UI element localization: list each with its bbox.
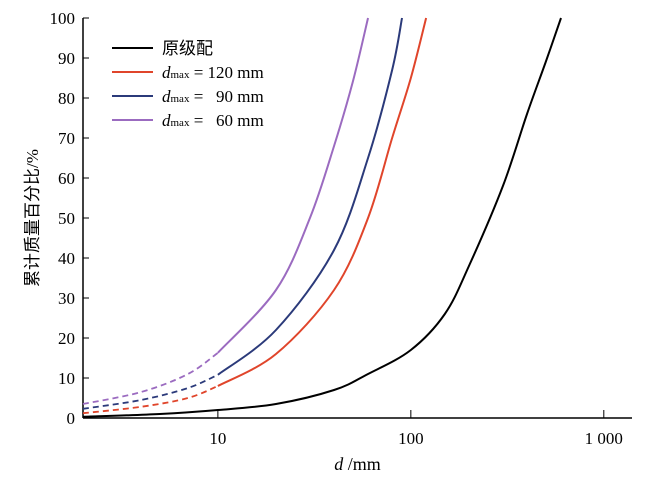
series-line [82, 17, 562, 418]
y-tick-label: 50 [58, 209, 75, 228]
legend-label: dmax = 60 mm [162, 111, 264, 130]
y-tick-label: 80 [58, 89, 75, 108]
y-tick-label: 10 [58, 369, 75, 388]
y-tick-label: 70 [58, 129, 75, 148]
y-tick-label: 90 [58, 49, 75, 68]
y-tick-label: 40 [58, 249, 75, 268]
x-tick-label: 10 [209, 429, 226, 448]
y-tick-label: 0 [67, 409, 76, 428]
x-axis-label: d /mm [334, 454, 381, 474]
series-line [217, 17, 403, 376]
y-axis-label: 累计质量百分比/% [23, 149, 42, 287]
legend-label: 原级配 [162, 39, 213, 58]
y-tick-label: 60 [58, 169, 75, 188]
legend-label: dmax = 120 mm [162, 63, 264, 82]
series-line-dashed [82, 373, 219, 410]
y-tick-label: 30 [58, 289, 75, 308]
series-line [217, 17, 428, 387]
x-tick-label: 100 [398, 429, 424, 448]
x-tick-label: 1 000 [585, 429, 623, 448]
series-line [217, 17, 370, 354]
series-line-dashed [82, 385, 219, 415]
series-line-dashed [82, 352, 219, 405]
legend-label: dmax = 90 mm [162, 87, 264, 106]
y-tick-label: 100 [50, 9, 76, 28]
y-tick-label: 20 [58, 329, 75, 348]
